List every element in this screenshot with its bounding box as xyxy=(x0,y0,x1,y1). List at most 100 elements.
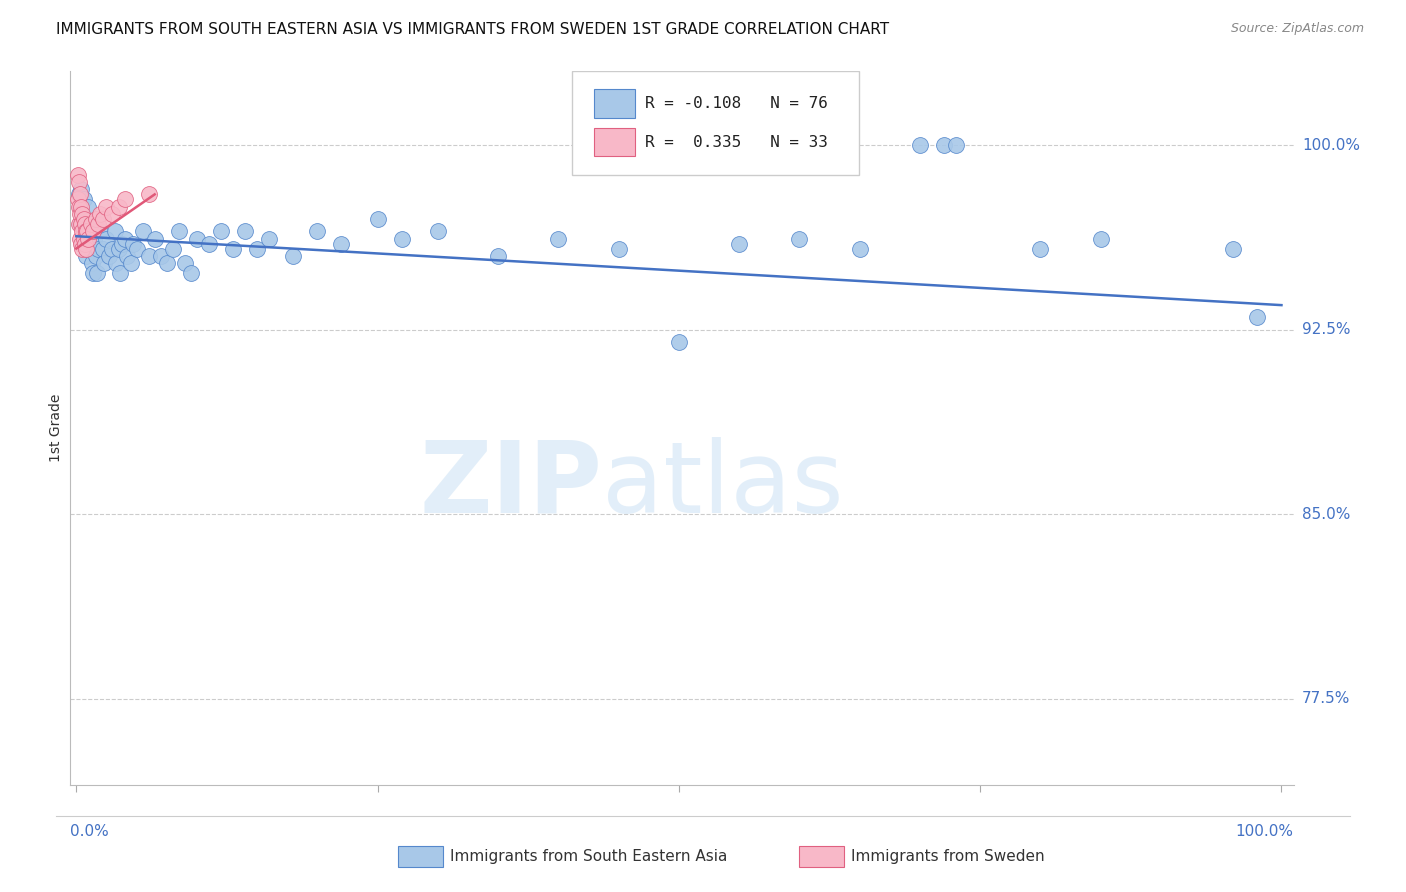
Text: Source: ZipAtlas.com: Source: ZipAtlas.com xyxy=(1230,22,1364,36)
Point xyxy=(728,236,751,251)
Point xyxy=(75,249,97,263)
Point xyxy=(162,242,184,256)
Point xyxy=(70,182,93,196)
Text: R = -0.108   N = 76: R = -0.108 N = 76 xyxy=(645,96,828,111)
Point xyxy=(80,256,103,270)
Point xyxy=(73,236,96,251)
Y-axis label: 1st Grade: 1st Grade xyxy=(49,394,63,462)
Point xyxy=(114,232,136,246)
Point xyxy=(101,242,124,256)
Point xyxy=(80,217,103,231)
Point xyxy=(77,232,100,246)
Point xyxy=(67,187,90,202)
Point xyxy=(186,232,208,246)
Point xyxy=(945,138,967,153)
Text: 0.0%: 0.0% xyxy=(70,824,110,839)
Point xyxy=(131,224,153,238)
Point xyxy=(86,266,108,280)
Point xyxy=(72,224,94,238)
Point xyxy=(67,200,90,214)
Point xyxy=(87,217,110,231)
Text: 100.0%: 100.0% xyxy=(1302,137,1360,153)
Point xyxy=(72,236,94,251)
FancyBboxPatch shape xyxy=(593,89,636,118)
Point xyxy=(80,242,103,256)
Text: 100.0%: 100.0% xyxy=(1236,824,1294,839)
Point xyxy=(72,232,94,246)
Point xyxy=(143,232,166,246)
Point xyxy=(1246,310,1268,325)
Point xyxy=(77,236,100,251)
Point xyxy=(107,200,129,214)
Point xyxy=(83,232,105,246)
Point xyxy=(84,249,107,263)
Point xyxy=(111,236,134,251)
Point xyxy=(75,217,97,231)
Point xyxy=(138,249,160,263)
FancyBboxPatch shape xyxy=(572,71,859,175)
Text: 92.5%: 92.5% xyxy=(1302,322,1350,337)
Point xyxy=(66,192,89,206)
Point xyxy=(156,256,179,270)
Point xyxy=(73,217,96,231)
Point xyxy=(84,212,107,227)
Text: ZIP: ZIP xyxy=(419,437,602,533)
Point xyxy=(76,242,98,256)
Point xyxy=(82,266,104,280)
Point xyxy=(257,232,280,246)
Point xyxy=(96,200,118,214)
Point xyxy=(72,212,94,227)
FancyBboxPatch shape xyxy=(593,128,636,156)
Point xyxy=(70,236,93,251)
Point xyxy=(77,200,100,214)
Point xyxy=(115,249,138,263)
Point xyxy=(76,224,98,238)
Point xyxy=(668,334,690,349)
Point xyxy=(114,192,136,206)
Point xyxy=(908,138,931,153)
Point xyxy=(76,224,98,238)
Point xyxy=(1090,232,1112,246)
Text: IMMIGRANTS FROM SOUTH EASTERN ASIA VS IMMIGRANTS FROM SWEDEN 1ST GRADE CORRELATI: IMMIGRANTS FROM SOUTH EASTERN ASIA VS IM… xyxy=(56,22,890,37)
Point xyxy=(69,232,91,246)
Point xyxy=(486,249,509,263)
Point xyxy=(125,242,148,256)
Point xyxy=(426,224,449,238)
Point xyxy=(122,236,145,251)
Point xyxy=(107,242,129,256)
Point xyxy=(167,224,190,238)
Point xyxy=(105,256,128,270)
Point xyxy=(104,224,127,238)
Point xyxy=(96,232,118,246)
Point xyxy=(73,236,96,251)
Point xyxy=(607,242,630,256)
Text: atlas: atlas xyxy=(602,437,844,533)
Point xyxy=(72,207,94,221)
Point xyxy=(246,242,269,256)
Point xyxy=(72,207,94,221)
Point xyxy=(67,175,90,189)
Point xyxy=(307,224,329,238)
Point xyxy=(848,242,870,256)
Text: R =  0.335   N = 33: R = 0.335 N = 33 xyxy=(645,135,828,150)
Point xyxy=(69,217,91,231)
Point xyxy=(66,168,89,182)
Point xyxy=(72,192,94,206)
Point xyxy=(180,266,202,280)
Point xyxy=(87,242,110,256)
Point xyxy=(69,207,91,221)
Point xyxy=(391,232,413,246)
Point xyxy=(89,224,111,238)
Point xyxy=(1222,242,1244,256)
Text: Immigrants from South Eastern Asia: Immigrants from South Eastern Asia xyxy=(450,849,727,863)
Point xyxy=(547,232,569,246)
Point xyxy=(91,212,114,227)
Text: Immigrants from Sweden: Immigrants from Sweden xyxy=(851,849,1045,863)
Point xyxy=(138,187,160,202)
Point xyxy=(101,207,124,221)
Point xyxy=(173,256,195,270)
Point xyxy=(97,249,120,263)
Point xyxy=(283,249,305,263)
Point xyxy=(82,224,104,238)
Text: 85.0%: 85.0% xyxy=(1302,507,1350,522)
